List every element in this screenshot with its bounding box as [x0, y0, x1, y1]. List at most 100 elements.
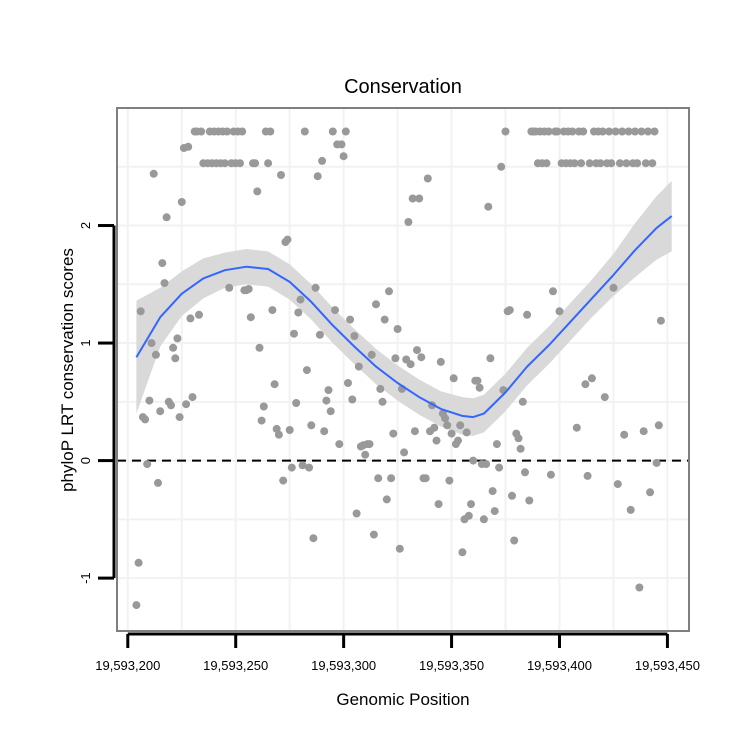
data-point: [546, 470, 555, 479]
y-tick-label: 0: [78, 457, 93, 464]
data-point: [475, 383, 484, 392]
data-point: [143, 460, 152, 469]
data-point: [654, 421, 663, 430]
data-point: [184, 142, 193, 151]
data-point: [579, 127, 588, 136]
data-point: [410, 427, 419, 436]
data-point: [510, 536, 519, 545]
data-point: [344, 379, 352, 387]
ribbon-area: [136, 180, 672, 436]
data-point: [505, 306, 514, 315]
data-point: [188, 393, 197, 402]
data-point: [624, 127, 633, 136]
data-point: [348, 395, 357, 404]
data-point: [294, 308, 303, 317]
y-tick-label: -1: [78, 572, 93, 584]
data-point: [255, 343, 264, 352]
data-point: [490, 507, 499, 516]
data-point: [482, 460, 491, 469]
data-point: [270, 380, 279, 389]
data-point: [441, 414, 450, 423]
data-point: [283, 235, 292, 244]
data-point: [147, 339, 156, 348]
data-point: [292, 399, 301, 407]
data-point: [443, 421, 452, 430]
data-point: [274, 430, 283, 439]
data-point: [633, 159, 642, 168]
data-point: [382, 495, 391, 504]
data-point: [264, 159, 273, 168]
data-point: [315, 330, 324, 339]
data-point: [171, 354, 180, 363]
data-point: [553, 127, 562, 136]
data-point: [367, 350, 376, 359]
data-point: [376, 384, 385, 393]
data-point: [417, 353, 426, 362]
data-point: [479, 515, 488, 524]
data-point: [339, 152, 348, 161]
data-points: [132, 127, 665, 610]
data-point: [508, 491, 516, 500]
data-point: [605, 127, 614, 136]
data-point: [488, 487, 497, 496]
data-point: [195, 310, 203, 319]
data-point: [328, 127, 337, 136]
data-point: [395, 544, 404, 553]
x-tick-label: 19,593,250: [203, 658, 268, 673]
data-point: [279, 476, 288, 485]
data-point: [391, 354, 400, 363]
data-point: [609, 283, 618, 292]
data-point: [302, 366, 311, 375]
data-point: [458, 548, 467, 557]
confidence-ribbon: [136, 180, 672, 436]
x-tick-label: 19,593,350: [419, 658, 484, 673]
data-point: [462, 428, 471, 437]
data-point: [259, 402, 268, 411]
data-point: [346, 315, 355, 324]
data-point: [350, 332, 359, 340]
data-point: [285, 426, 294, 434]
data-point: [585, 159, 594, 168]
data-point: [570, 159, 579, 168]
data-point: [495, 463, 504, 472]
data-point: [369, 530, 378, 539]
data-point: [380, 315, 389, 324]
data-point: [501, 127, 510, 136]
data-point: [182, 400, 191, 409]
data-point: [331, 306, 339, 315]
data-point: [544, 127, 553, 136]
data-point: [639, 427, 648, 436]
data-point: [246, 313, 255, 322]
data-point: [337, 140, 346, 149]
data-point: [423, 174, 432, 183]
data-point: [598, 127, 607, 136]
data-point: [266, 127, 275, 136]
data-point: [197, 127, 206, 136]
data-point: [175, 413, 184, 422]
data-point: [154, 478, 162, 487]
data-point: [318, 156, 327, 165]
data-point: [648, 159, 657, 168]
data-point: [581, 380, 590, 389]
data-point: [549, 287, 557, 296]
data-point: [637, 127, 646, 136]
data-point: [646, 488, 655, 497]
data-point: [173, 334, 182, 343]
data-point: [287, 463, 296, 472]
data-point: [555, 307, 564, 316]
data-point: [322, 396, 331, 405]
y-tick-label: 2: [78, 222, 93, 229]
data-point: [236, 159, 244, 168]
chart-title: Conservation: [344, 76, 462, 98]
data-point: [583, 471, 592, 480]
data-point: [421, 474, 430, 483]
data-point: [320, 427, 329, 436]
data-point: [257, 416, 266, 425]
y-axis-label: phyloP LRT conservation scores: [58, 248, 77, 492]
data-point: [145, 396, 154, 405]
data-point: [244, 285, 253, 293]
data-point: [290, 329, 298, 338]
data-point: [393, 325, 402, 333]
data-point: [518, 397, 527, 406]
data-point: [365, 440, 374, 449]
